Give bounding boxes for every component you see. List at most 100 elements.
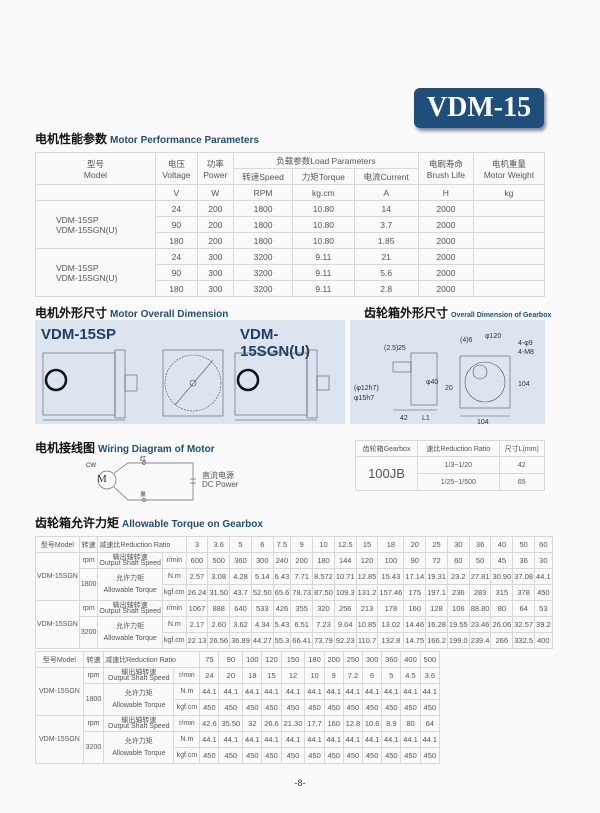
value-cell: 450 xyxy=(381,699,402,716)
value-cell: 9.11 xyxy=(292,248,355,265)
dc-power-cn: 直流电源 xyxy=(202,471,234,480)
value-cell: 44.1 xyxy=(419,731,441,748)
table-row: VDM-15SGN rpm 输出轴转速 Output Shaft Speed r/min… xyxy=(35,667,441,716)
value-cell: 27.81 xyxy=(468,568,492,585)
dim-label: 4-φ9 xyxy=(518,340,533,347)
value-cell: 44.1 xyxy=(342,683,364,700)
value-cell: 450 xyxy=(304,747,325,764)
value-cell: 450 xyxy=(199,747,220,764)
value-cell: 5.6 xyxy=(353,264,419,281)
dim-label: 42 xyxy=(400,415,408,422)
value-cell: 42 xyxy=(498,456,546,474)
value-cell: 87.50 xyxy=(312,584,335,601)
value-cell: 450 xyxy=(218,747,244,764)
value-cell: 10 xyxy=(304,667,325,684)
value-cell: 355 xyxy=(290,600,314,617)
value-cell: 12 xyxy=(280,667,306,684)
value-cell: 36 xyxy=(512,552,536,569)
value-cell: 450 xyxy=(534,584,553,601)
value-cell: 315 xyxy=(490,584,514,601)
value-cell: 20 xyxy=(218,667,244,684)
unit-cell: H xyxy=(417,184,474,201)
value-cell: 21.30 xyxy=(280,715,306,732)
header-speed: 转速 xyxy=(78,536,99,553)
value-cell: 80 xyxy=(400,715,421,732)
value-cell: 450 xyxy=(199,699,220,716)
value-cell: 1067 xyxy=(185,600,209,617)
value-cell: 2000 xyxy=(417,216,474,233)
value-cell: 32 xyxy=(242,715,263,732)
value-cell: 178 xyxy=(377,600,405,617)
value-cell: 200 xyxy=(290,552,314,569)
model-cell: VDM-15SGN xyxy=(35,715,84,764)
value-cell xyxy=(472,200,546,217)
perf-heading-en: Motor Performance Parameters xyxy=(110,135,259,146)
dc-power-en: DC Power xyxy=(202,480,239,489)
value-cell: 200 xyxy=(196,200,234,217)
model-b-label: VDM-15SGN(U) xyxy=(240,326,311,360)
dim-label: 20 xyxy=(445,385,453,392)
motor-symbol: M xyxy=(97,473,107,485)
torque-heading: 齿轮箱允许力矩 Allowable Torque on Gearbox xyxy=(35,514,263,531)
value-cell: 42.6 xyxy=(199,715,220,732)
value-cell: 44.1 xyxy=(419,683,441,700)
value-cell xyxy=(472,264,546,281)
ratio-cell: 360 xyxy=(381,651,402,668)
value-cell: 533 xyxy=(250,600,274,617)
value-cell: 266 xyxy=(490,632,514,649)
value-cell: 1.85 xyxy=(353,232,419,249)
header-brush-life: 电刷寿命 Brush Life xyxy=(417,152,474,185)
page-number: -8- xyxy=(294,778,306,788)
header-model: 型号Model xyxy=(35,536,80,553)
unit-cell: r/min xyxy=(161,600,187,617)
header-torque: 力矩Torque xyxy=(292,168,355,185)
ratio-cell: 120 xyxy=(261,651,282,668)
value-cell: 39.2 xyxy=(534,616,553,633)
value-cell: 300 xyxy=(196,264,234,281)
header-cell: 齿轮箱Gearbox xyxy=(354,440,419,457)
value-cell: 65.6 xyxy=(272,584,292,601)
allowable-torque-label: 允许力矩 Allowable Torque xyxy=(97,568,163,601)
value-cell: 15 xyxy=(261,667,282,684)
value-cell: 6 xyxy=(362,667,383,684)
value-cell: 132.8 xyxy=(377,632,405,649)
value-cell: 450 xyxy=(362,699,383,716)
value-cell: 14.75 xyxy=(403,632,427,649)
unit-cell: kgf.cm xyxy=(161,632,187,649)
value-cell: 2000 xyxy=(417,280,474,297)
model-cell: VDM-15SGN xyxy=(35,667,84,716)
gearbox-dim-heading-en: Overall Dimension of Gearbox xyxy=(451,312,552,319)
output-speed-label: 输出轴转速 Output Shaft Speed xyxy=(97,552,163,569)
ratio-cell: 40 xyxy=(490,536,514,553)
value-cell: 6.51 xyxy=(290,616,314,633)
value-cell: 15.43 xyxy=(377,568,405,585)
unit-cell: N.m xyxy=(173,683,201,700)
unit-cell: r/min xyxy=(173,667,201,684)
rpm-label: rpm xyxy=(78,600,99,617)
value-cell: 7.71 xyxy=(290,568,314,585)
wiring-heading-cn: 电机接线图 xyxy=(35,441,96,455)
ratio-cell: 12.5 xyxy=(333,536,357,553)
value-cell: 44.1 xyxy=(304,683,325,700)
value-cell: 8.9 xyxy=(381,715,402,732)
value-cell: 44.1 xyxy=(218,731,244,748)
value-cell: 44.1 xyxy=(400,731,421,748)
value-cell: 12.8 xyxy=(342,715,364,732)
rpm-label: rpm xyxy=(78,552,99,569)
unit-cell: kg xyxy=(472,184,546,201)
value-cell: 3.6 xyxy=(419,667,441,684)
value-cell: 1/25~1/500 xyxy=(417,473,500,491)
ratio-cell: 30 xyxy=(446,536,470,553)
value-cell: 2000 xyxy=(417,200,474,217)
value-cell: 239.4 xyxy=(468,632,492,649)
dimension-heading-cn: 电机外形尺寸 xyxy=(35,306,108,320)
value-cell: 2000 xyxy=(417,264,474,281)
value-cell: 131.2 xyxy=(355,584,379,601)
value-cell: 44.1 xyxy=(534,568,553,585)
ratio-cell: 180 xyxy=(304,651,325,668)
value-cell: 44.1 xyxy=(199,731,220,748)
page-title: VDM-15 xyxy=(414,88,544,128)
ratio-cell: 10 xyxy=(312,536,335,553)
value-cell: 66.41 xyxy=(290,632,314,649)
